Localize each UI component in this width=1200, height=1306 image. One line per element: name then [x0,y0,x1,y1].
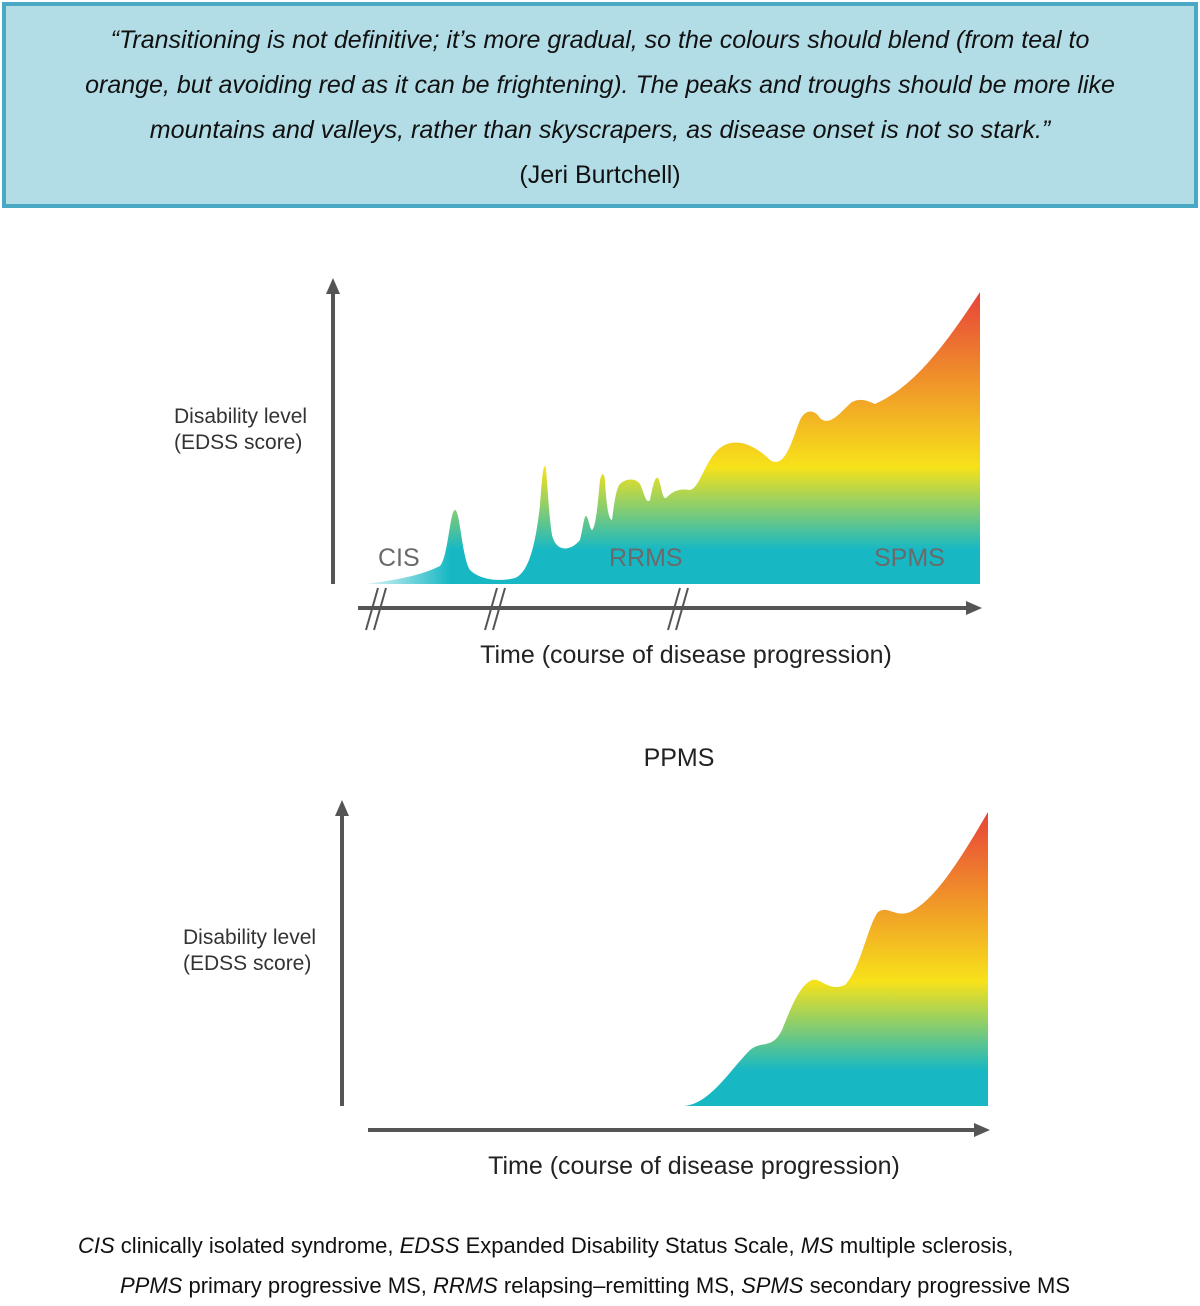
top-xlabel: Time (course of disease progression) [480,641,892,669]
quote-line-2: orange, but avoiding red as it can be fr… [85,71,1115,99]
abbr-spms: SPMS [741,1273,804,1298]
quote-box: “Transitioning is not definitive; it’s m… [2,2,1198,208]
top-x-axis-arrowhead [966,601,982,615]
axis-break-3 [667,587,689,631]
def-cis: clinically isolated syndrome, [114,1233,400,1258]
abbr-edss: EDSS [399,1233,460,1258]
abbr-rrms: RRMS [432,1273,498,1298]
def-ppms: primary progressive MS, [182,1273,433,1298]
footnote-line-2: PPMS primary progressive MS, RRMS relaps… [78,1266,1178,1306]
abbr-ms: MS [800,1233,834,1258]
phase-label-cis: CIS [378,544,420,572]
ppms-title: PPMS [644,744,715,772]
quote-line-3: mountains and valleys, rather than skysc… [149,116,1051,144]
phase-label-rrms: RRMS [609,544,683,572]
quote-line-1: “Transitioning is not definitive; it’s m… [110,26,1090,54]
phase-label-spms: SPMS [874,544,945,572]
bottom-ylabel-line1: Disability level [183,926,316,949]
bottom-diagram: PPMS Disability level (EDSS score) Time … [183,744,990,1180]
bottom-xlabel: Time (course of disease progression) [488,1152,900,1180]
bottom-ylabel-line2: (EDSS score) [183,952,311,975]
top-y-axis-arrowhead [326,278,340,294]
bottom-disease-area [684,812,988,1106]
quote-text: “Transitioning is not definitive; it’s m… [6,18,1194,198]
axis-break-1 [365,587,387,631]
abbreviation-footnote: CIS clinically isolated syndrome, EDSS E… [78,1226,1178,1306]
top-ylabel-line1: Disability level [174,405,307,428]
footnote-line-1: CIS clinically isolated syndrome, EDSS E… [78,1233,1013,1258]
bottom-y-axis-arrowhead [335,800,349,816]
top-curve-fade [360,540,460,586]
bottom-x-axis-arrowhead [974,1123,990,1137]
top-ylabel-line2: (EDSS score) [174,431,302,454]
quote-author: (Jeri Burtchell) [519,161,681,189]
def-edss: Expanded Disability Status Scale, [459,1233,801,1258]
abbr-ppms: PPMS [120,1273,183,1298]
top-disease-area [366,292,980,584]
top-diagram: Disability level (EDSS score) CIS RRMS S… [174,278,982,669]
def-spms: secondary progressive MS [803,1273,1071,1298]
abbr-cis: CIS [78,1233,115,1258]
def-rrms: relapsing–remitting MS, [497,1273,742,1298]
def-ms: multiple sclerosis, [833,1233,1014,1258]
axis-break-2 [484,587,506,631]
